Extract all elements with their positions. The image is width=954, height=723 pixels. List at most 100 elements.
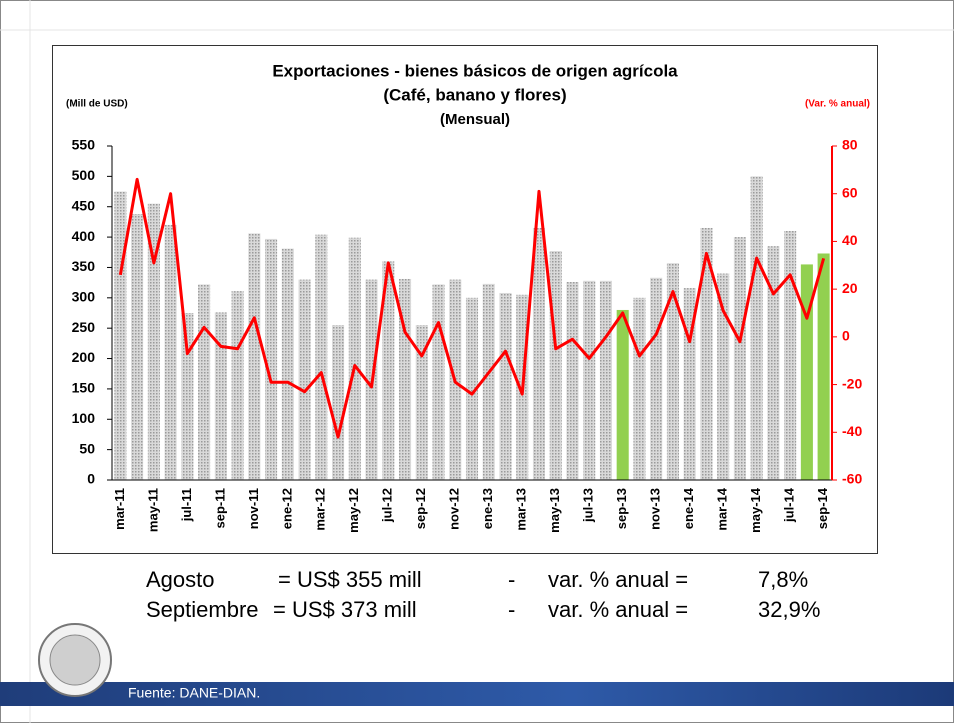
x-tick-label: may-11 [145, 488, 160, 532]
y2-tick-label: -20 [842, 375, 862, 391]
x-tick-label: may-12 [346, 488, 361, 533]
x-tick-label: mar-13 [514, 488, 529, 531]
x-tick-label: ene-13 [480, 488, 495, 529]
bar [432, 284, 445, 480]
bar [315, 234, 328, 480]
bar [599, 280, 612, 480]
x-tick-label: nov-12 [447, 488, 462, 530]
bar [332, 325, 345, 480]
y-tick-label: 150 [72, 380, 96, 396]
bar [131, 214, 144, 481]
bar [231, 291, 244, 480]
bar [147, 203, 160, 480]
x-tick-label: mar-14 [715, 487, 730, 530]
x-tick-label: jul-14 [782, 487, 797, 523]
chart-title: Exportaciones - bienes básicos de origen… [272, 61, 678, 80]
bar [382, 261, 395, 480]
summary-text: = US$ 355 mill [278, 567, 422, 592]
bar [114, 191, 127, 480]
y-tick-label: 400 [72, 228, 96, 244]
bar [549, 251, 562, 480]
x-tick-label: sep-13 [614, 488, 629, 529]
bar [265, 238, 278, 480]
x-tick-label: sep-12 [413, 488, 428, 529]
x-tick-label: jul-13 [581, 488, 596, 523]
bar [700, 227, 713, 480]
bar [717, 273, 730, 480]
x-tick-label: ene-14 [681, 487, 696, 529]
logo-inner [49, 634, 101, 686]
x-tick-label: nov-11 [246, 488, 261, 529]
x-tick-label: jul-11 [179, 488, 194, 522]
summary-text: var. % anual = [548, 597, 689, 622]
bar [616, 309, 629, 480]
bar [482, 283, 495, 480]
summary-text: 32,9% [758, 597, 821, 622]
bar [348, 237, 361, 480]
y2-tick-label: 20 [842, 280, 858, 296]
footer-bar [0, 682, 954, 706]
bar [181, 313, 194, 480]
y-tick-label: 450 [72, 197, 96, 213]
y-tick-label: 0 [87, 471, 95, 487]
bar [800, 264, 813, 480]
y-tick-label: 500 [72, 167, 96, 183]
y2-tick-label: -60 [842, 471, 862, 487]
x-tick-label: jul-12 [380, 488, 395, 523]
bar [566, 282, 579, 480]
y-tick-label: 300 [72, 289, 96, 305]
x-tick-label: may-14 [748, 487, 763, 533]
y2-tick-label: -40 [842, 423, 862, 439]
line [118, 177, 826, 439]
y2-axis-label: (Var. % anual) [805, 99, 870, 110]
summary-text: 7,8% [758, 567, 809, 592]
x-tick-label: mar-11 [112, 488, 127, 530]
bar [650, 277, 663, 480]
y-tick-label: 550 [72, 137, 96, 153]
summary-text: - [508, 567, 516, 592]
bar [633, 297, 646, 480]
chart-title: (Mensual) [440, 111, 510, 128]
x-tick-label: sep-11 [212, 488, 227, 528]
y2-tick-label: 80 [842, 137, 858, 153]
x-tick-label: ene-12 [279, 488, 294, 529]
bar [532, 227, 546, 480]
x-tick-label: sep-14 [815, 487, 830, 529]
y2-tick-label: 0 [842, 328, 850, 344]
y-tick-label: 200 [72, 349, 96, 365]
summary-text: = US$ 373 mill [273, 597, 417, 622]
y-axis-label: (Mill de USD) [66, 99, 128, 110]
y2-tick-label: 60 [842, 184, 858, 200]
summary-text: Septiembre [146, 597, 259, 622]
bar [164, 224, 177, 480]
x-tick-label: mar-12 [313, 488, 328, 531]
bar [465, 297, 479, 480]
summary-text: Agosto [146, 567, 215, 592]
y-tick-label: 250 [72, 319, 96, 335]
bar [750, 176, 763, 480]
bar [666, 263, 679, 480]
bar [784, 231, 797, 480]
x-tick-label: may-13 [547, 488, 562, 533]
bar [398, 278, 412, 480]
bar [583, 280, 596, 480]
bar [499, 292, 512, 480]
y-tick-label: 350 [72, 258, 96, 274]
bar [214, 312, 227, 480]
bar [248, 233, 261, 480]
bar [298, 279, 311, 480]
bar [198, 284, 211, 480]
source: Fuente: DANE-DIAN. [128, 685, 260, 701]
bar [281, 248, 294, 480]
bar [733, 237, 746, 480]
y-tick-label: 100 [72, 410, 96, 426]
y2-tick-label: 40 [842, 232, 858, 248]
y-tick-label: 50 [79, 440, 95, 456]
bar [767, 246, 780, 480]
chart-title: (Café, banano y flores) [383, 85, 566, 104]
bar [817, 253, 830, 480]
x-tick-label: nov-13 [648, 488, 663, 530]
